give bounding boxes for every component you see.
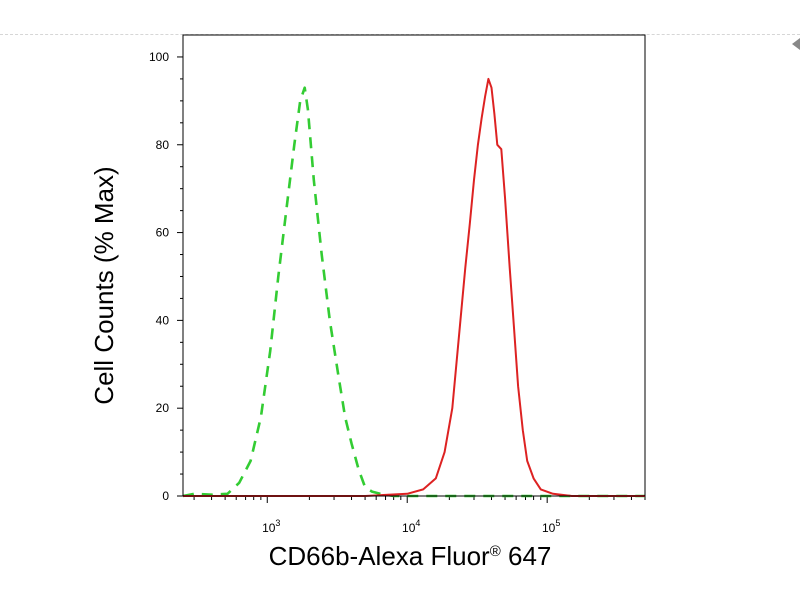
x-axis-title-suffix: 647 — [501, 541, 552, 571]
x-tick-label: 105 — [542, 518, 560, 535]
plot-frame — [182, 34, 646, 497]
x-tick-label-exponent: 5 — [555, 518, 560, 528]
x-axis-title-registered-mark: ® — [490, 543, 501, 560]
y-tick-label: 100 — [149, 50, 169, 64]
y-tick-label: 60 — [156, 226, 170, 240]
series-layer — [182, 77, 645, 498]
x-axis-title-prefix: CD66b-Alexa Fluor — [269, 541, 490, 571]
y-axis-title: Cell Counts (% Max) — [89, 166, 119, 404]
x-tick-label: 104 — [402, 518, 420, 535]
x-tick-label-base: 10 — [402, 521, 416, 535]
x-tick-label: 103 — [262, 518, 280, 535]
y-tick-label: 40 — [156, 313, 170, 327]
y-tick-label: 80 — [156, 138, 170, 152]
x-tick-label-exponent: 3 — [275, 518, 280, 528]
x-tick-label-exponent: 4 — [415, 518, 420, 528]
side-arrow-icon — [792, 38, 800, 50]
series-line-solid-red — [183, 77, 645, 497]
x-tick-label-base: 10 — [542, 521, 556, 535]
series-line-dashed-green — [182, 86, 645, 498]
x-axis-title: CD66b-Alexa Fluor® 647 — [269, 541, 552, 571]
y-tick-label: 20 — [156, 401, 170, 415]
y-tick-label: 0 — [162, 489, 169, 503]
x-tick-label-base: 10 — [262, 521, 276, 535]
